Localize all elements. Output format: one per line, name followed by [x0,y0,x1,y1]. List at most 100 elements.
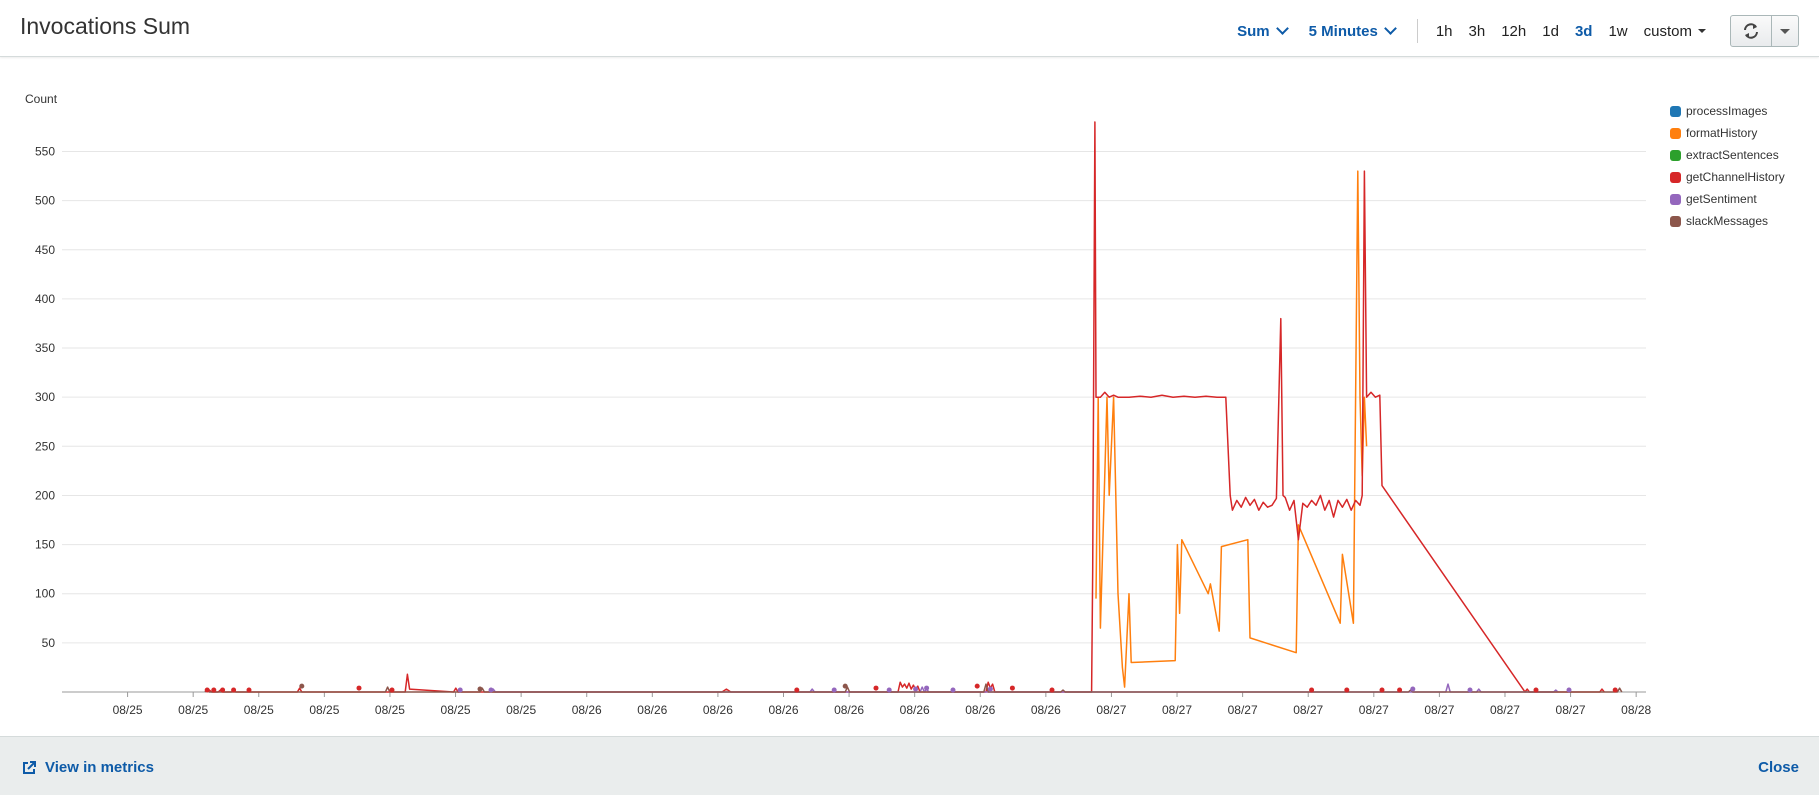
x-tick-label: 08/26 [1031,703,1061,717]
data-point [1309,687,1315,693]
view-in-metrics-link[interactable]: View in metrics [21,759,154,776]
legend-swatch [1670,149,1681,161]
data-point [356,685,362,691]
x-tick-label: 08/27 [1162,703,1192,717]
x-tick-label: 08/27 [1359,703,1389,717]
data-point [299,683,305,689]
data-point [913,686,919,692]
period-dropdown[interactable]: 5 Minutes [1308,22,1397,40]
x-tick-label: 08/25 [113,703,143,717]
data-point [204,687,210,693]
data-point [873,685,879,691]
refresh-options-dropdown[interactable] [1772,16,1798,46]
refresh-icon [1744,23,1758,39]
y-axis-label: Count [25,92,58,106]
y-tick-label: 250 [35,439,55,453]
legend-swatch [1670,193,1681,205]
legend-label: getChannelHistory [1686,170,1785,184]
data-point [1344,687,1350,693]
data-point [886,687,892,693]
y-tick-label: 300 [35,390,55,404]
range-3d[interactable]: 3d [1574,22,1593,40]
legend-item-extractsentences[interactable]: extractSentences [1670,144,1785,166]
legend-label: getSentiment [1686,192,1757,206]
legend-swatch [1670,215,1681,227]
range-12h[interactable]: 12h [1501,22,1527,40]
x-tick-label: 08/27 [1556,703,1586,717]
data-point [211,687,217,693]
x-tick-label: 08/25 [309,703,339,717]
range-1h[interactable]: 1h [1435,22,1453,40]
data-point [794,687,800,693]
data-point [477,686,483,692]
data-point [1379,687,1385,693]
close-button[interactable]: Close [1758,759,1799,776]
data-point [1410,686,1416,692]
x-tick-label: 08/26 [572,703,602,717]
refresh-button[interactable] [1731,16,1772,46]
data-point [950,687,956,693]
data-point [246,687,252,693]
x-tick-label: 08/26 [900,703,930,717]
range-1w[interactable]: 1w [1608,22,1628,40]
x-tick-label: 08/25 [244,703,274,717]
data-point [1467,687,1473,693]
y-tick-label: 100 [35,587,55,601]
y-tick-label: 550 [35,144,55,158]
x-tick-label: 08/26 [834,703,864,717]
widget-header: Invocations Sum Sum 5 Minutes 1h 3h 12h … [0,0,1819,57]
range-1d[interactable]: 1d [1542,22,1559,40]
range-3h[interactable]: 3h [1468,22,1486,40]
data-point [1566,687,1572,693]
x-tick-label: 08/25 [178,703,208,717]
data-point [220,687,226,693]
y-tick-label: 150 [35,538,55,552]
legend-label: processImages [1686,104,1768,118]
data-point [987,686,993,692]
x-tick-label: 08/26 [703,703,733,717]
data-point [831,687,837,693]
x-tick-label: 08/26 [965,703,995,717]
chevron-down-icon [1275,22,1289,35]
legend-item-slackmessages[interactable]: slackMessages [1670,210,1785,232]
view-in-metrics-label: View in metrics [45,759,154,776]
period-label: 5 Minutes [1308,22,1378,40]
y-tick-label: 400 [35,292,55,306]
x-tick-label: 08/27 [1490,703,1520,717]
chevron-down-icon [1383,22,1397,35]
caret-down-icon [1698,29,1706,33]
legend-swatch [1670,105,1681,117]
chart-legend: processImages formatHistory extractSente… [1670,100,1785,232]
widget-footer: View in metrics Close [0,736,1819,795]
legend-item-formathistory[interactable]: formatHistory [1670,122,1785,144]
legend-item-getchannelhistory[interactable]: getChannelHistory [1670,166,1785,188]
series-line-getchannelhistory [206,121,1605,693]
data-point [1397,687,1403,693]
x-tick-label: 08/26 [637,703,667,717]
series-line-formathistory [1095,170,1368,688]
y-tick-label: 350 [35,341,55,355]
data-point [457,687,463,693]
y-tick-label: 500 [35,194,55,208]
legend-item-processimages[interactable]: processImages [1670,100,1785,122]
data-point [389,687,395,693]
legend-label: formatHistory [1686,126,1758,140]
data-point [1009,685,1015,691]
x-tick-label: 08/26 [768,703,798,717]
statistic-label: Sum [1237,22,1270,40]
refresh-button-group [1730,15,1799,47]
data-point [974,683,980,689]
legend-swatch [1670,171,1681,183]
header-controls: Sum 5 Minutes 1h 3h 12h 1d 3d 1w custom [1237,14,1799,48]
legend-label: extractSentences [1686,148,1779,162]
custom-range-dropdown[interactable]: custom [1644,23,1706,40]
statistic-dropdown[interactable]: Sum [1237,22,1289,40]
data-point [1533,687,1539,693]
legend-item-getsentiment[interactable]: getSentiment [1670,188,1785,210]
x-tick-label: 08/27 [1228,703,1258,717]
external-link-icon [23,760,36,774]
custom-label: custom [1643,22,1692,40]
divider [1416,19,1418,43]
legend-label: slackMessages [1686,214,1769,228]
data-point [924,685,930,691]
